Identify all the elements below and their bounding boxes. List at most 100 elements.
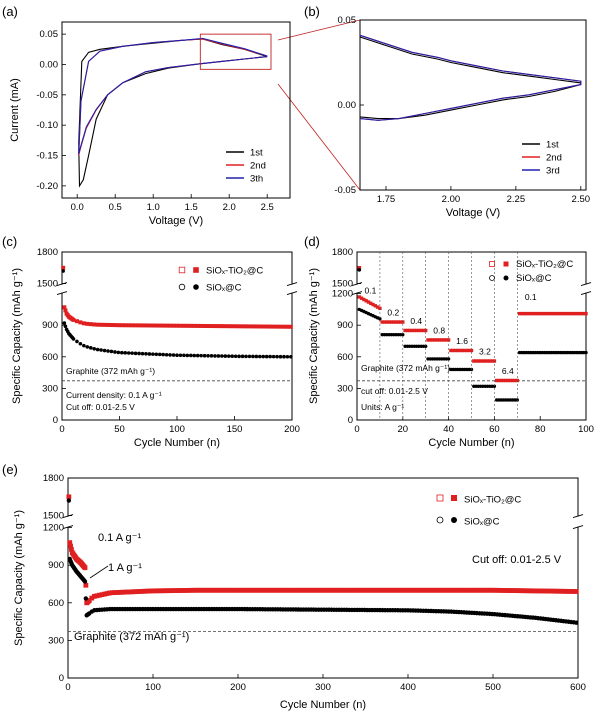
panel-e-data-point <box>219 587 225 593</box>
panel-c-data-point <box>126 351 131 355</box>
panel-e-data-point <box>456 587 462 593</box>
panel-e-data-point <box>97 592 102 598</box>
panel-e-data-point <box>497 587 503 593</box>
panel-c-data-point <box>182 353 186 358</box>
panel-e-data-point <box>293 587 299 593</box>
panel-e-data-point <box>69 546 74 552</box>
panel-c-xtick-label: 50 <box>114 424 125 435</box>
panel-e-xtick-label: 200 <box>230 682 246 693</box>
panel-e-data-point <box>387 587 393 593</box>
panel-e-data-point <box>214 587 220 593</box>
panel-d-data-point <box>458 348 462 353</box>
panel-d-data-point <box>504 378 508 383</box>
panel-c-data-point <box>275 324 280 329</box>
panel-c-data-point <box>206 324 211 329</box>
panel-c-data-point <box>102 348 107 353</box>
panel-e-x-axis-label: Cycle Number (n) <box>280 699 366 711</box>
panel-d-data-point <box>417 328 421 333</box>
panel-d-data-point <box>582 311 586 316</box>
panel-e-data-point <box>446 587 452 593</box>
panel-c-data-point <box>133 323 138 328</box>
panel-c-axis-break-mark <box>286 282 298 287</box>
panel-e-data-point <box>86 598 92 603</box>
panel-c-data-point <box>254 324 259 329</box>
panel-d-data-point <box>421 328 426 333</box>
panel-e-data-point <box>443 587 449 593</box>
panel-label-a: (a) <box>2 4 18 19</box>
panel-e-data-point <box>66 494 72 500</box>
panel-e-legend-hollow-marker <box>436 516 444 524</box>
panel-c-data-point <box>154 352 159 357</box>
panel-d-data-point <box>527 311 531 316</box>
panel-e-data-point <box>505 588 510 593</box>
panel-e-data-point <box>237 587 243 593</box>
panel-d-data-point <box>371 302 375 307</box>
panel-e-data-point <box>390 587 396 593</box>
panel-d-rate-label: 6.4 <box>502 366 514 376</box>
panel-e-data-point <box>285 587 291 593</box>
panel-d-rate-label: 0.1 <box>365 286 377 296</box>
panel-e-data-point <box>99 592 105 598</box>
panel-e-data-point <box>410 587 416 593</box>
panel-e-axis-break-mark <box>572 514 584 519</box>
panel-e-data-point <box>494 587 500 593</box>
panel-e-data-point <box>295 587 301 593</box>
panel-c-data-point <box>240 354 245 359</box>
panel-e-data-point <box>178 588 184 593</box>
panel-d-xtick-label: 80 <box>535 424 546 435</box>
panel-c-legend-hollow-marker <box>178 266 186 274</box>
panel-d-data-point <box>543 311 547 316</box>
panel-b-ytick-label: 0.05 <box>338 15 357 26</box>
panel-e-data-point <box>142 588 148 594</box>
panel-d-data-point <box>513 378 517 383</box>
panel-d-annotation: cut off: 0.01-2.5 V <box>361 386 428 396</box>
panel-e-data-point <box>257 587 263 593</box>
panel-d-data-point <box>533 311 538 316</box>
panel-d-data-point <box>584 350 588 355</box>
panel-d-data-point <box>412 328 416 333</box>
panel-c-data-point <box>78 341 83 346</box>
panel-e-data-point <box>168 588 174 594</box>
panel-e-xtick-label: 600 <box>570 682 586 693</box>
panel-c-data-point <box>116 323 121 328</box>
panel-d-data-point <box>481 359 485 363</box>
panel-e-data-point <box>311 587 317 593</box>
panel-e-data-point <box>441 587 447 593</box>
panel-d-data-point <box>403 328 407 333</box>
panel-e-data-point <box>510 588 515 593</box>
panel-e-data-point <box>247 587 253 593</box>
panel-e-data-point <box>318 587 324 593</box>
panel-e-data-point <box>303 587 309 593</box>
panel-d-y-axis-label: Specific Capacity (mAh g⁻¹) <box>308 268 320 404</box>
panel-c-data-point <box>213 354 217 358</box>
panel-e-data-point <box>283 587 288 593</box>
panel-d-data-point <box>446 357 451 361</box>
panel-d-data-point <box>440 338 444 342</box>
panel-d-data-point <box>565 311 570 316</box>
panel-d-data-point <box>522 311 526 316</box>
panel-c-data-point <box>230 324 235 329</box>
panel-d-data-point <box>375 305 380 309</box>
panel-e-data-point <box>234 587 240 593</box>
panel-c-data-point <box>144 351 148 356</box>
panel-e-data-point <box>196 587 202 593</box>
panel-c-ytick-label: 1500 <box>37 279 58 290</box>
panel-c-data-point <box>150 323 155 328</box>
panel-e-ytick-label: 1500 <box>43 511 64 522</box>
panel-c-data-point <box>261 354 266 359</box>
panel-e-data-point <box>83 596 89 601</box>
panel-c-data-point <box>168 323 173 328</box>
panel-a-x-axis-label: Voltage (V) <box>149 215 203 227</box>
panel-c-data-point <box>226 354 231 358</box>
panel-e-data-point <box>173 588 179 593</box>
panel-e-annotation: 0.1 A g⁻¹ <box>98 532 141 544</box>
panel-d-data-point <box>524 311 529 316</box>
panel-d-data-point <box>511 378 515 383</box>
panel-d-ytick-label: 1500 <box>332 279 353 290</box>
panel-d-legend-filled-marker <box>503 261 509 267</box>
panel-e-xtick-label: 0 <box>65 682 70 693</box>
panel-c-data-point <box>250 324 255 329</box>
panel-e-data-point <box>313 587 319 593</box>
panel-c-data-point <box>195 323 200 328</box>
panel-c-data-point <box>119 323 124 328</box>
